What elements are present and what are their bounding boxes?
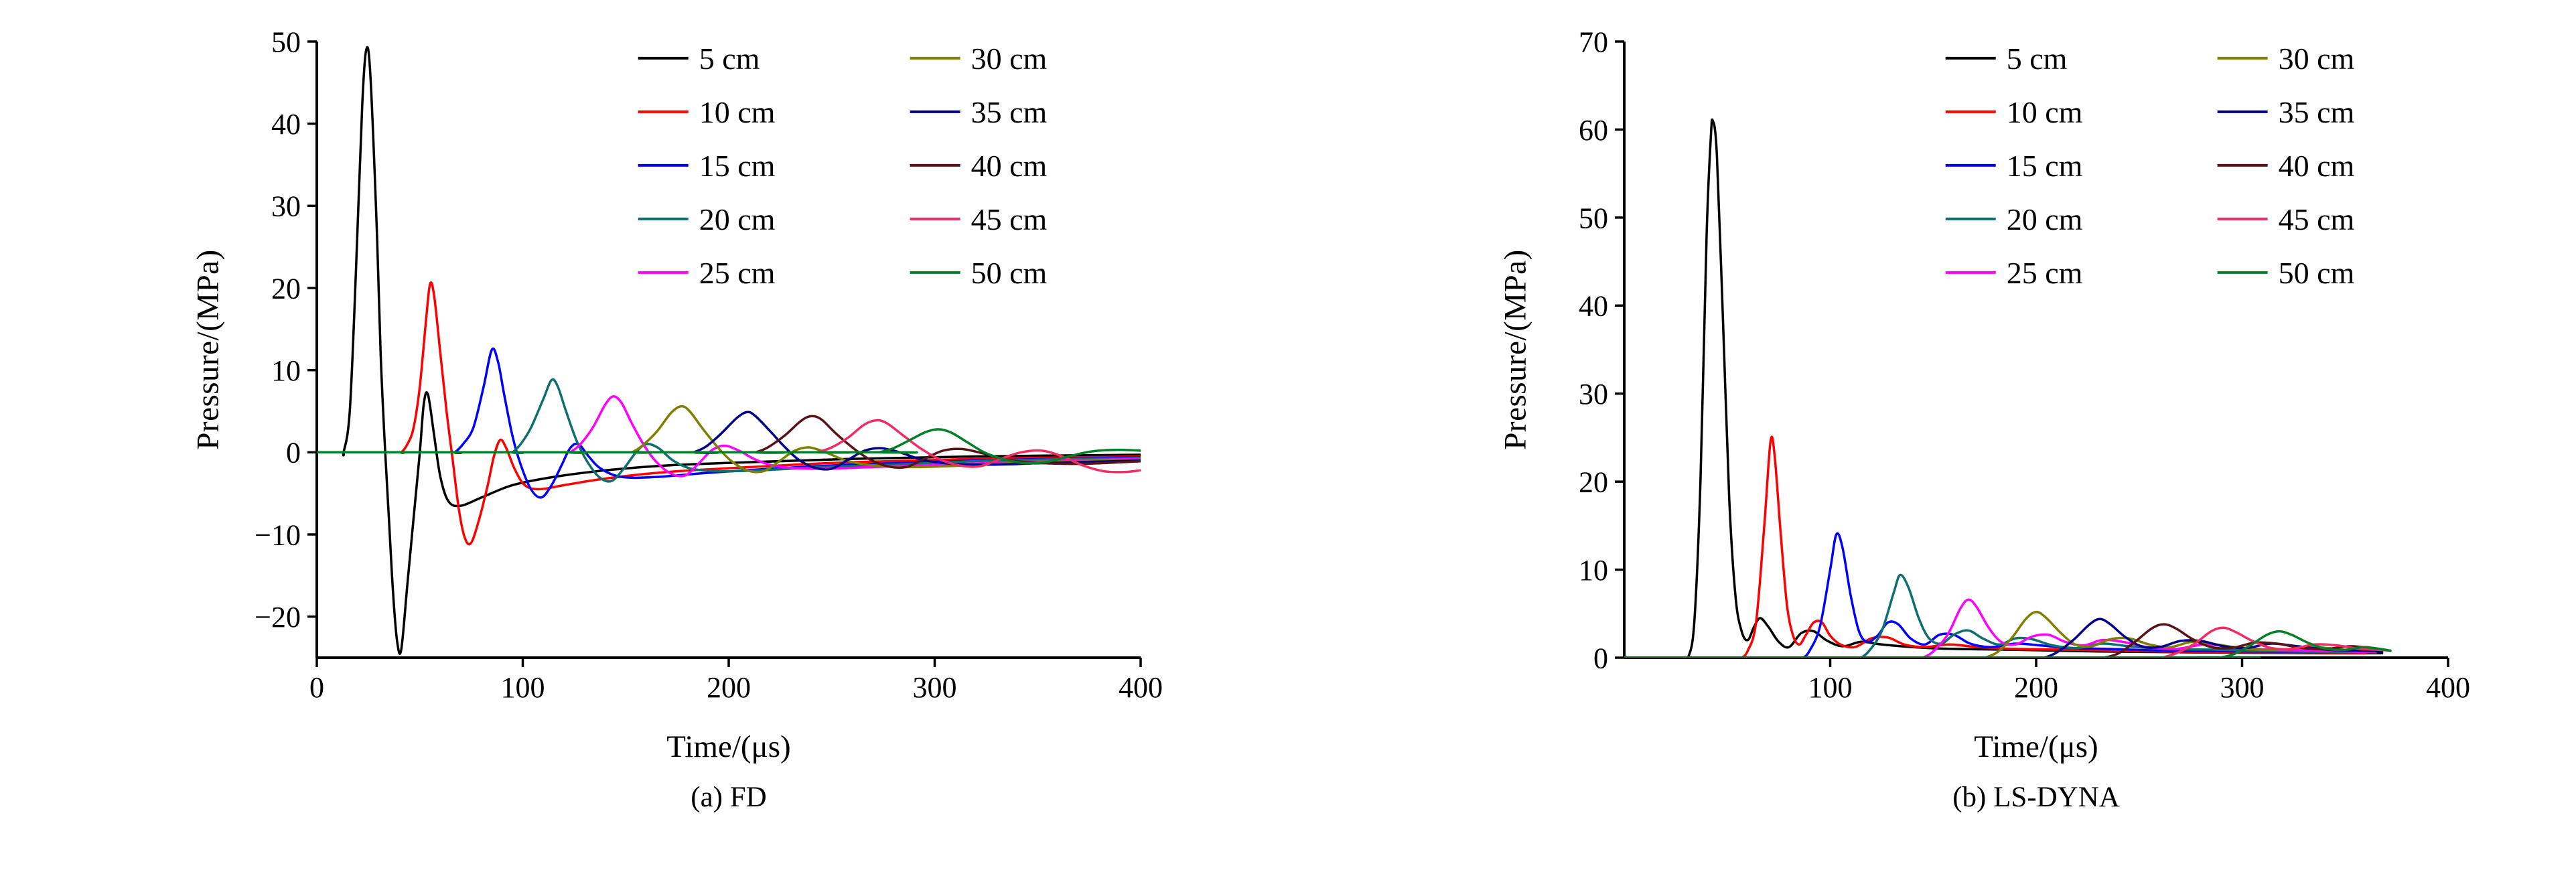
figure-fd: Pressure/(MPa) 0 100 200 300 400 −20 −10 0 10 20 3… [173, 25, 1167, 814]
legend-label: 35 cm [2279, 95, 2355, 129]
axes: 0 100 200 300 400 −20 −10 0 10 20 30 40 50 [255, 25, 1163, 704]
legend-label: 10 cm [2007, 95, 2083, 129]
x-tick-label: 0 [309, 671, 324, 704]
legend-label: 45 cm [2279, 202, 2355, 236]
y-tick-label: 30 [271, 190, 301, 223]
legend-label: 5 cm [2007, 42, 2068, 76]
legend: 5 cm 10 cm 15 cm 20 cm 25 cm 30 cm 35 cm 40 cm 4… [1945, 42, 2355, 290]
y-tick-label: 50 [1579, 202, 1608, 234]
x-tick-label: 400 [2426, 671, 2470, 704]
legend-label: 20 cm [2007, 202, 2083, 236]
x-tick-label: 200 [707, 671, 751, 704]
legend-label: 45 cm [971, 202, 1048, 236]
legend-label: 15 cm [2007, 149, 2083, 183]
legend-label: 25 cm [699, 256, 776, 290]
x-axis-label: Time/(μs) [666, 729, 791, 764]
x-tick-label: 300 [2220, 671, 2265, 704]
legend-label: 25 cm [2007, 256, 2083, 290]
legend-label: 5 cm [699, 42, 760, 76]
legend-label: 15 cm [699, 149, 776, 183]
legend-label: 20 cm [699, 202, 776, 236]
legend-label: 50 cm [2279, 256, 2355, 290]
series-line-10-cm [317, 281, 1141, 546]
x-tick-label: 100 [1808, 671, 1853, 704]
y-tick-label: 40 [1579, 290, 1608, 323]
y-tick-label: 40 [271, 108, 301, 141]
series-line-40-cm [1624, 623, 2392, 658]
legend-label: 30 cm [2279, 42, 2355, 76]
x-tick-label: 300 [913, 671, 957, 704]
lsdyna-chart-body: 100 200 300 400 0 10 20 30 40 50 60 70 5 cm 10 cm 15 c… [1551, 25, 2475, 814]
legend-label: 40 cm [2279, 149, 2355, 183]
y-tick-label: −10 [255, 518, 301, 551]
series-line-20-cm [317, 378, 1141, 483]
y-tick-label: −20 [255, 601, 301, 634]
y-tick-label: 30 [1579, 378, 1608, 411]
x-tick-label: 400 [1119, 671, 1163, 704]
y-tick-label: 50 [271, 25, 301, 58]
legend: 5 cm 10 cm 15 cm 20 cm 25 cm 30 cm 35 cm 40 cm 4… [638, 42, 1048, 290]
figure-caption-fd: (a) FD [691, 782, 767, 813]
x-tick-label: 100 [501, 671, 545, 704]
y-tick-label: 60 [1579, 114, 1608, 147]
lsdyna-pressure-time-chart: 100 200 300 400 0 10 20 30 40 50 60 70 5 cm 10 cm 15 c… [1579, 25, 2470, 704]
fd-chart-body: 0 100 200 300 400 −20 −10 0 10 20 30 40 50 5 cm 10 cm 1… [243, 25, 1167, 814]
y-tick-label: 10 [1579, 554, 1608, 587]
y-axis-label-column: Pressure/(MPa) [173, 28, 243, 671]
series-line-25-cm [317, 395, 1141, 478]
y-tick-label: 20 [271, 272, 301, 305]
legend-label: 30 cm [971, 42, 1048, 76]
y-tick-label: 0 [1593, 642, 1608, 674]
fd-pressure-time-chart: 0 100 200 300 400 −20 −10 0 10 20 30 40 50 5 cm 10 cm 1… [255, 25, 1163, 704]
legend-label: 35 cm [971, 95, 1048, 129]
x-axis-label: Time/(μs) [1974, 729, 2098, 764]
series-line-10-cm [1624, 435, 2367, 658]
series-line-50-cm [317, 428, 1141, 465]
legend-label: 50 cm [971, 256, 1048, 290]
y-axis-label: Pressure/(MPa) [1498, 249, 1533, 450]
figure-lsdyna: Pressure/(MPa) 100 200 300 400 0 10 20 30 40 50 60… [1480, 25, 2475, 814]
series-line-5-cm [1624, 118, 2384, 658]
figure-caption-lsdyna: (b) LS-DYNA [1952, 782, 2120, 813]
axes: 100 200 300 400 0 10 20 30 40 50 60 70 [1579, 25, 2470, 704]
y-tick-label: 10 [271, 354, 301, 387]
y-tick-label: 20 [1579, 466, 1608, 499]
series-line-45-cm [1624, 626, 2392, 658]
x-tick-label: 200 [2014, 671, 2058, 704]
y-axis-label: Pressure/(MPa) [190, 249, 226, 450]
series-lines [317, 46, 1141, 655]
legend-label: 10 cm [699, 95, 776, 129]
legend-label: 40 cm [971, 149, 1048, 183]
y-axis-label-column: Pressure/(MPa) [1480, 28, 1551, 671]
series-line-50-cm [1624, 630, 2392, 658]
y-tick-label: 70 [1579, 25, 1608, 58]
series-line-5-cm [317, 46, 1141, 655]
series-lines [1624, 118, 2392, 658]
y-tick-label: 0 [286, 437, 301, 469]
